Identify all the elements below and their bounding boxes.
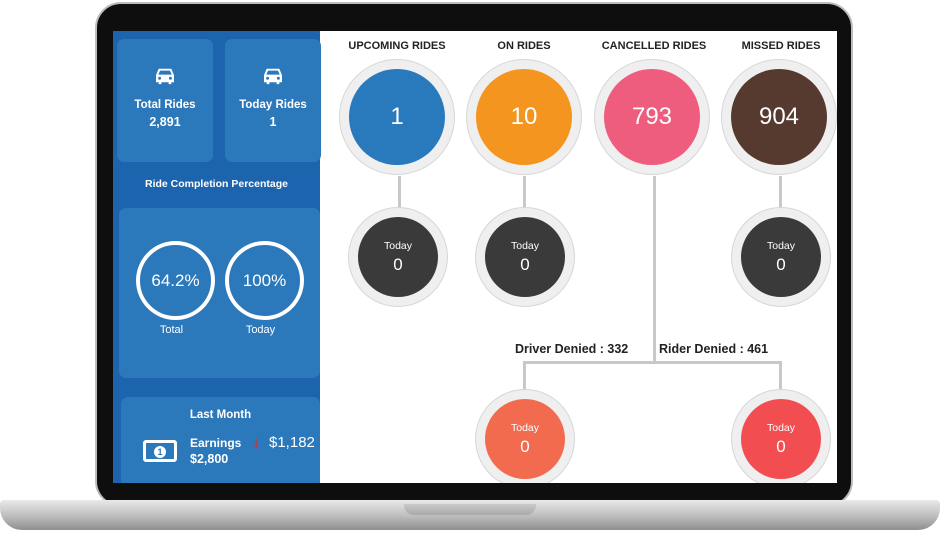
car-icon [264,68,282,85]
rider-denied-label: Rider Denied : 461 [659,342,769,356]
driver-denied-label: Driver Denied : 332 [515,342,629,356]
upcoming-today-bubble[interactable]: Today 0 [358,217,438,297]
today-value: 0 [776,254,786,274]
car-icon [156,68,174,85]
cancelled-rides-count[interactable]: 793 [604,69,700,165]
today-value: 0 [520,254,530,274]
missed-rides-title: MISSED RIDES [741,40,821,52]
completion-card: 64.2% Total 100% Today [119,208,320,378]
today-label: Today [510,421,540,434]
completion-total-label: Total [159,324,184,336]
today-label: Today [766,421,796,434]
connector-line [523,176,526,221]
cancelled-rides-title: CANCELLED RIDES [601,40,707,52]
missed-today-bubble[interactable]: Today 0 [741,217,821,297]
today-value: 0 [393,254,403,274]
on-rides-today-bubble[interactable]: Today 0 [485,217,565,297]
today-rides-card[interactable]: Today Rides 1 [225,39,321,162]
today-rides-label: Today Rides [239,99,307,111]
laptop-notch [404,504,536,515]
total-rides-label: Total Rides [134,99,196,111]
completion-total-ring: 64.2% [136,241,215,320]
today-rides-value: 1 [269,115,277,129]
upcoming-rides-title: UPCOMING RIDES [348,40,446,52]
completion-today-label: Today [245,324,276,336]
connector-line [398,176,401,221]
earnings-label: Earnings [190,436,242,450]
last-month-title: Last Month [189,409,252,421]
today-label: Today [766,239,796,252]
earnings-change: $1,182 [269,434,315,451]
on-rides-count[interactable]: 10 [476,69,572,165]
money-icon: 1 [143,440,177,462]
connector-line [523,361,782,364]
rider-denied-today-bubble[interactable]: Today 0 [741,399,821,479]
arrow-down-icon: ↓ [252,433,261,452]
today-value: 0 [520,436,530,456]
today-label: Today [510,239,540,252]
on-rides-title: ON RIDES [497,40,551,52]
connector-line [523,361,526,391]
today-label: Today [383,239,413,252]
earnings-value: $2,800 [190,452,229,466]
missed-rides-count[interactable]: 904 [731,69,827,165]
upcoming-rides-count[interactable]: 1 [349,69,445,165]
driver-denied-today-bubble[interactable]: Today 0 [485,399,565,479]
today-value: 0 [776,436,786,456]
total-rides-card[interactable]: Total Rides 2,891 [117,39,213,162]
completion-title: Ride Completion Percentage [145,178,288,190]
connector-line [779,361,782,391]
stats-sidebar: Total Rides 2,891 Today Rides 1 Ride Com… [113,31,321,483]
connector-line [779,176,782,221]
total-rides-value: 2,891 [149,115,181,129]
dashboard-screen: Total Rides 2,891 Today Rides 1 Ride Com… [113,31,837,483]
last-month-card: Last Month 1 Earnings $2,800 ↓ $1,182 [121,397,320,483]
completion-today-ring: 100% [225,241,304,320]
connector-line [653,176,656,363]
